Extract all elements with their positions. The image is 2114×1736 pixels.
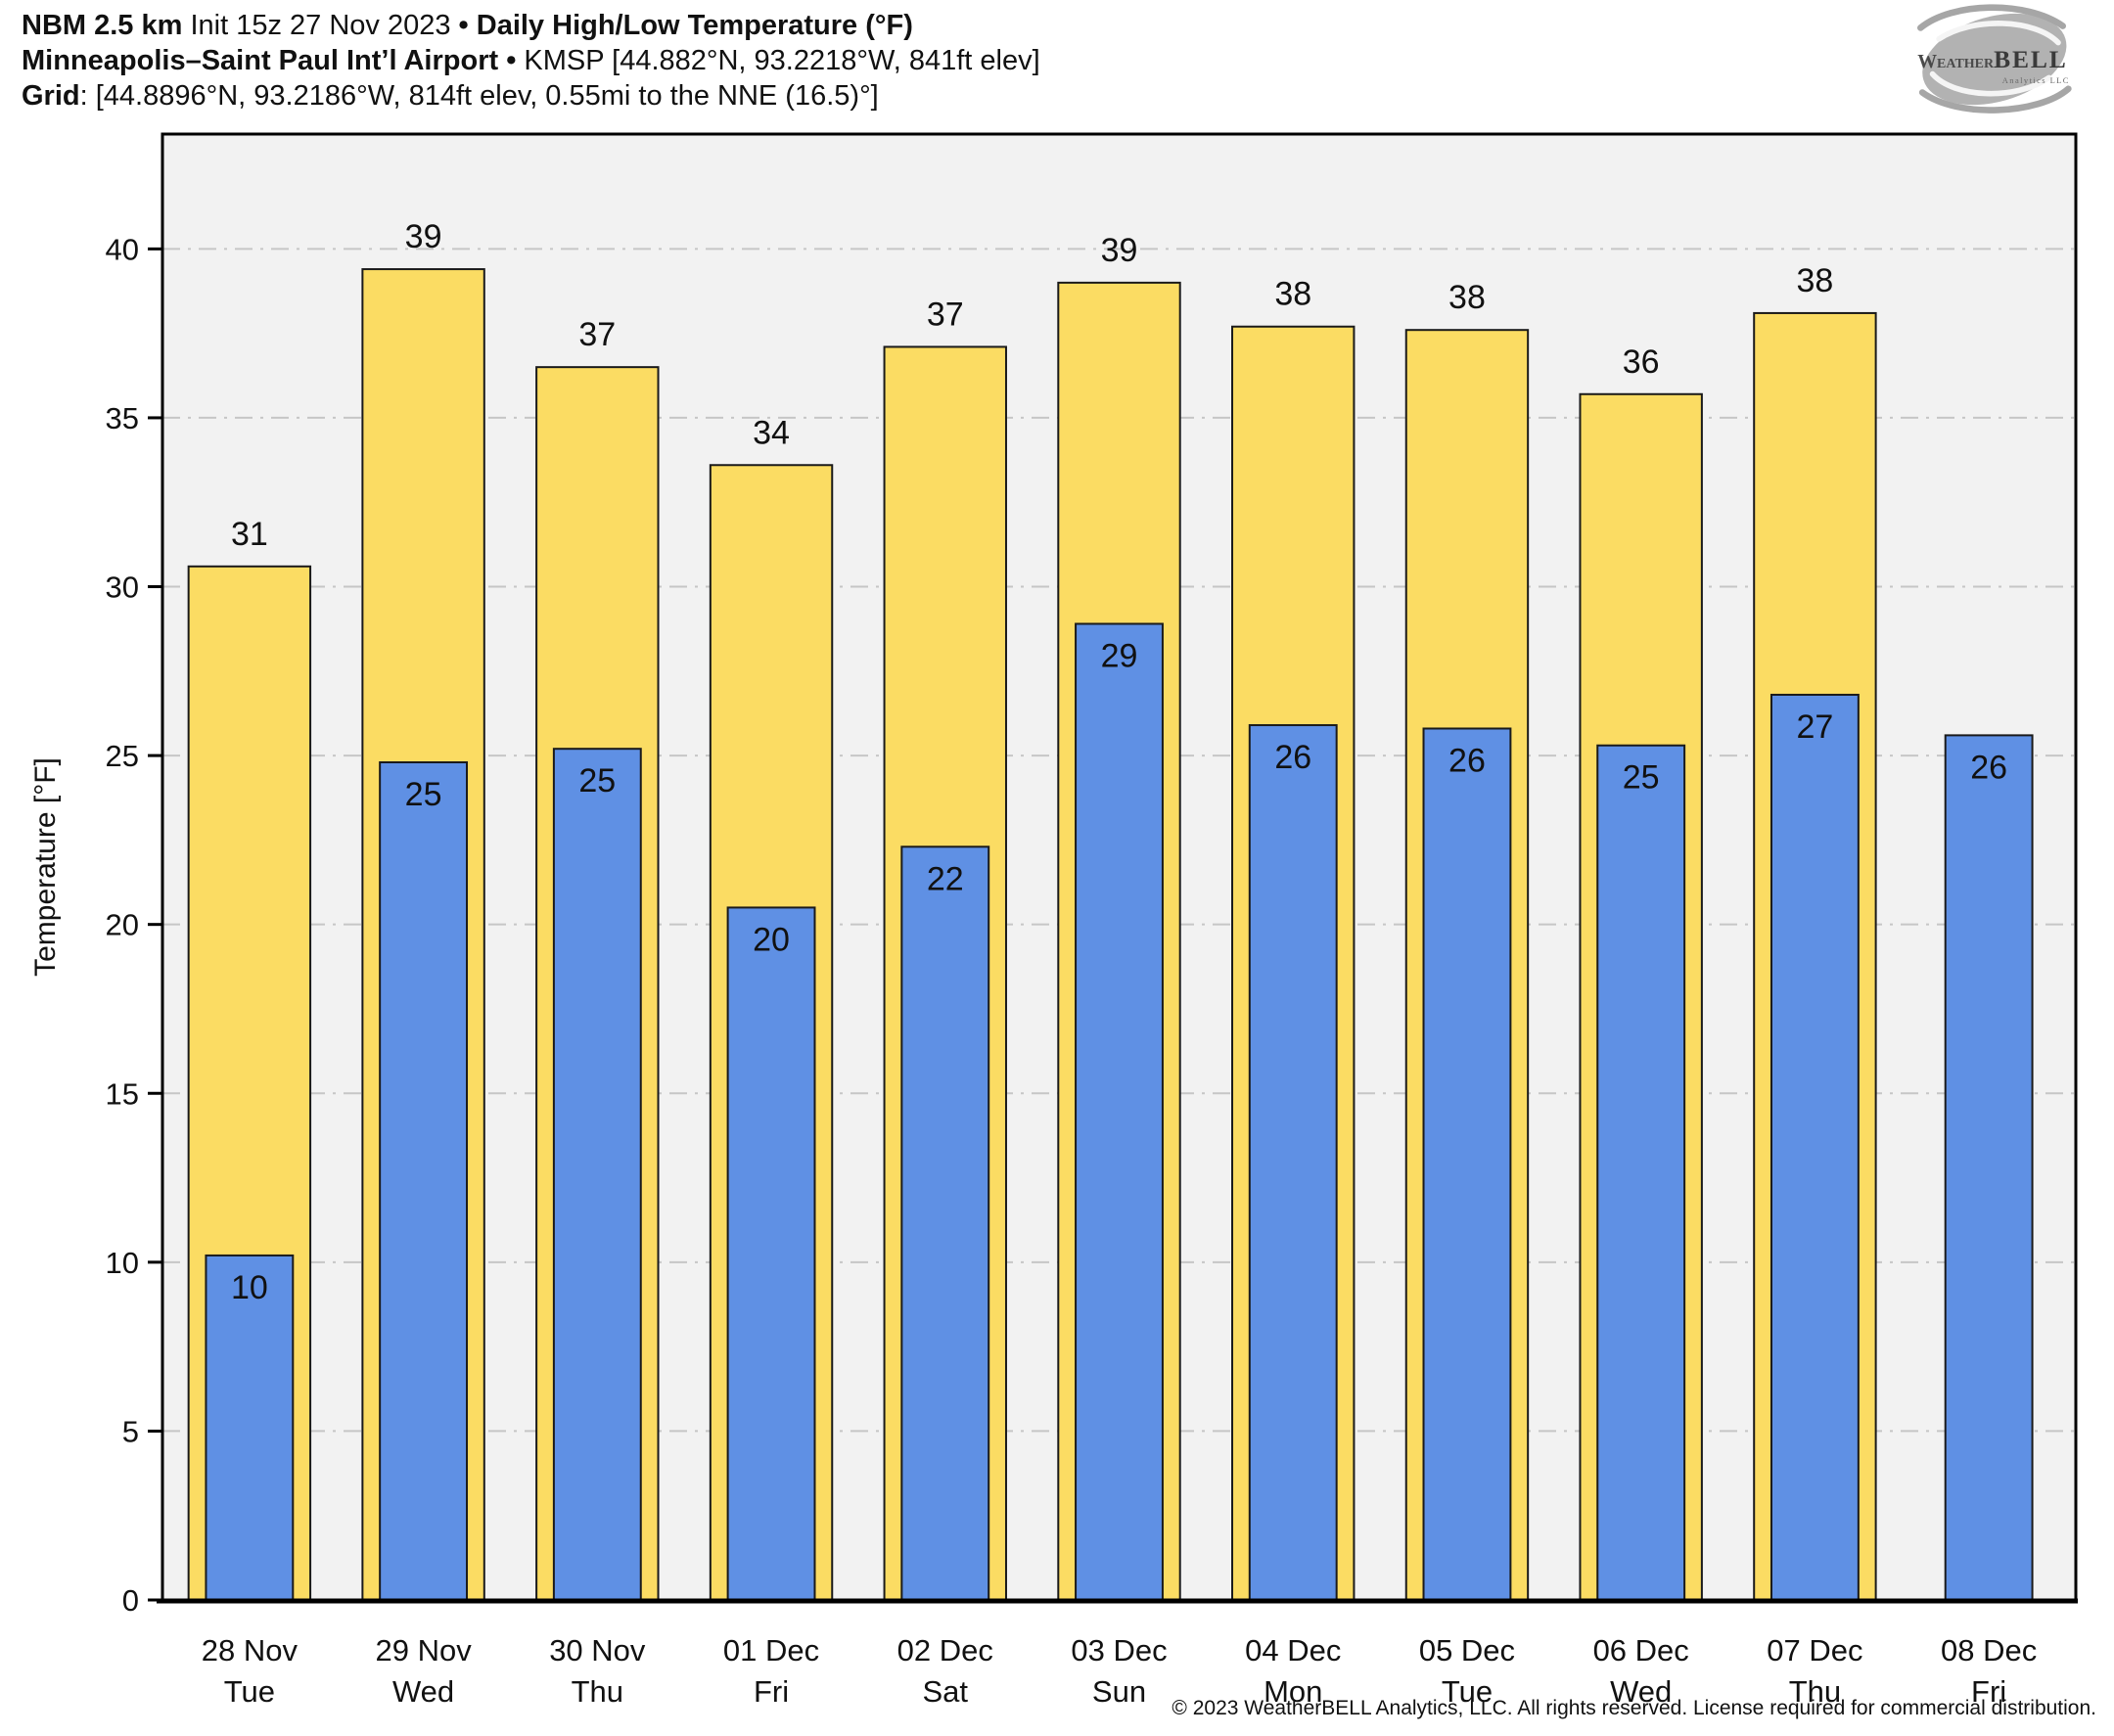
x-axis-date-label: 04 Dec — [1245, 1633, 1341, 1667]
low-bar — [1075, 622, 1164, 1601]
high-value-label: 37 — [927, 296, 964, 333]
y-axis-tick-label: 10 — [106, 1246, 139, 1280]
bullet-separator: • — [506, 45, 517, 76]
page-title: Daily High/Low Temperature (°F) — [476, 10, 913, 41]
logo-brand-bell: BELL — [1994, 45, 2068, 73]
logo-subtitle: Analytics LLC — [2002, 75, 2070, 85]
header-line-1: NBM 2.5 km Init 15z 27 Nov 2023 • Daily … — [22, 8, 1040, 43]
low-bar — [1422, 727, 1512, 1601]
grid-details: : [44.8896°N, 93.2186°W, 814ft elev, 0.5… — [79, 80, 879, 112]
grid-label: Grid — [22, 80, 80, 112]
x-axis-date-label: 07 Dec — [1767, 1633, 1862, 1667]
copyright-notice: © 2023 WeatherBELL Analytics, LLC. All r… — [1172, 1697, 2096, 1719]
low-bar — [726, 906, 816, 1601]
x-axis-weekday-label: Fri — [754, 1674, 789, 1709]
high-value-label: 38 — [1796, 262, 1833, 299]
low-value-label: 27 — [1796, 708, 1833, 746]
low-bar — [900, 845, 990, 1601]
low-value-label: 10 — [231, 1269, 268, 1306]
high-value-label: 31 — [231, 516, 268, 553]
station-name: Minneapolis–Saint Paul Int’l Airport — [22, 45, 499, 76]
high-value-label: 36 — [1623, 343, 1660, 381]
x-axis-weekday-label: Sat — [923, 1674, 969, 1709]
low-value-label: 20 — [753, 921, 790, 958]
model-name: NBM 2.5 km — [22, 10, 183, 41]
x-axis-weekday-label: Thu — [1789, 1674, 1841, 1709]
x-axis-weekday-label: Tue — [1442, 1674, 1493, 1709]
low-bar — [1248, 724, 1338, 1601]
x-axis-date-label: 29 Nov — [375, 1633, 472, 1667]
y-axis-tick-label: 40 — [106, 232, 139, 266]
low-value-label: 26 — [1274, 739, 1311, 776]
low-value-label: 25 — [578, 762, 616, 799]
x-axis-weekday-label: Thu — [572, 1674, 623, 1709]
weatherbell-logo: WeatherBELL Analytics LLC — [1917, 4, 2072, 114]
low-value-label: 25 — [1623, 759, 1660, 797]
low-bar — [552, 748, 642, 1601]
x-axis-weekday-label: Wed — [1610, 1674, 1672, 1709]
y-axis-tick-label: 30 — [106, 571, 139, 605]
y-axis-tick-label: 5 — [122, 1414, 139, 1448]
low-bar — [1769, 693, 1860, 1601]
high-value-label: 39 — [405, 218, 442, 255]
bullet-separator: • — [458, 10, 469, 41]
low-value-label: 22 — [927, 860, 964, 897]
x-axis-weekday-label: Sun — [1092, 1674, 1146, 1709]
low-bar — [1944, 734, 2034, 1601]
high-value-label: 38 — [1274, 276, 1311, 313]
low-value-label: 26 — [1448, 742, 1486, 779]
header-line-3: Grid: [44.8896°N, 93.2186°W, 814ft elev,… — [22, 78, 1040, 114]
low-value-label: 26 — [1970, 749, 2007, 786]
x-axis-date-label: 02 Dec — [897, 1633, 993, 1667]
x-axis-date-label: 28 Nov — [202, 1633, 299, 1667]
y-axis-tick-label: 15 — [106, 1076, 139, 1111]
x-axis-weekday-label: Tue — [224, 1674, 275, 1709]
x-axis-weekday-label: Fri — [1971, 1674, 2006, 1709]
x-axis-date-label: 01 Dec — [723, 1633, 819, 1667]
low-value-label: 25 — [405, 776, 442, 813]
header-line-2: Minneapolis–Saint Paul Int’l Airport • K… — [22, 43, 1040, 78]
low-bar — [379, 761, 469, 1601]
x-axis-weekday-label: Wed — [392, 1674, 454, 1709]
high-value-label: 34 — [753, 414, 790, 451]
logo-brand-weather: Weather — [1917, 51, 1995, 72]
low-bar — [1596, 744, 1686, 1601]
low-value-label: 29 — [1101, 637, 1138, 674]
high-value-label: 37 — [578, 316, 616, 353]
x-axis-date-label: 08 Dec — [1941, 1633, 2037, 1667]
y-axis-title: Temperature [°F] — [29, 757, 62, 977]
y-axis-tick-label: 35 — [106, 401, 139, 435]
y-axis-tick-label: 0 — [122, 1583, 139, 1618]
x-axis-date-label: 06 Dec — [1593, 1633, 1689, 1667]
logo-brand-text: WeatherBELL — [1917, 45, 2067, 73]
high-value-label: 39 — [1101, 232, 1138, 269]
low-bar — [205, 1254, 295, 1601]
station-details: KMSP [44.882°N, 93.2218°W, 841ft elev] — [524, 45, 1040, 76]
x-axis-weekday-label: Mon — [1264, 1674, 1322, 1709]
x-axis-date-label: 05 Dec — [1419, 1633, 1515, 1667]
y-axis-tick-label: 25 — [106, 739, 139, 773]
hurricane-swirl-icon — [1917, 4, 2072, 114]
y-axis-tick-label: 20 — [106, 908, 139, 942]
x-axis-date-label: 30 Nov — [549, 1633, 646, 1667]
init-time: Init 15z 27 Nov 2023 — [190, 10, 451, 41]
chart-header: NBM 2.5 km Init 15z 27 Nov 2023 • Daily … — [22, 8, 1040, 114]
high-value-label: 38 — [1448, 279, 1486, 316]
x-axis-date-label: 03 Dec — [1071, 1633, 1167, 1667]
